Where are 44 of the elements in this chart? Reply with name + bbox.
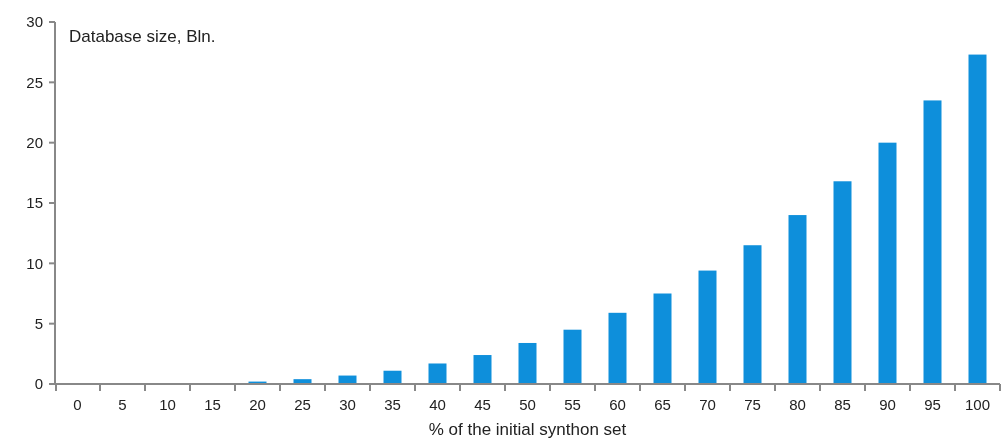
- bar: [833, 181, 852, 384]
- bar: [518, 342, 537, 384]
- y-tick-label: 5: [34, 314, 43, 332]
- x-tick-label: 25: [294, 396, 311, 413]
- y-tick-label: 10: [26, 254, 43, 272]
- x-tick-label: 70: [699, 396, 716, 413]
- x-tick-label: 15: [204, 396, 221, 413]
- bar: [743, 245, 762, 384]
- bar: [428, 363, 447, 384]
- y-tick-label: 20: [26, 133, 43, 151]
- y-tick-label: 30: [26, 13, 43, 31]
- bar: [608, 312, 627, 384]
- x-axis-title: % of the initial synthon set: [428, 420, 627, 439]
- bar: [473, 355, 492, 384]
- x-tick-label: 80: [789, 396, 806, 413]
- x-tick-label: 95: [924, 396, 941, 413]
- bar: [563, 329, 582, 384]
- y-tick-label: 15: [26, 194, 43, 212]
- x-tick-label: 10: [159, 396, 176, 413]
- bar: [923, 100, 942, 384]
- bar: [878, 142, 897, 384]
- x-tick-label: 100: [964, 396, 991, 413]
- x-tick-label: 40: [429, 396, 446, 413]
- x-tick-label: 45: [474, 396, 491, 413]
- x-tick-label: 5: [118, 396, 127, 413]
- x-tick-label: 90: [879, 396, 896, 413]
- x-tick-label: 35: [384, 396, 401, 413]
- bar: [968, 54, 987, 384]
- x-tick-label: 50: [519, 396, 536, 413]
- x-tick-label: 20: [249, 396, 266, 413]
- x-tick-label: 0: [73, 396, 82, 413]
- bar: [788, 215, 807, 384]
- x-tick-label: 55: [564, 396, 581, 413]
- bar: [653, 293, 672, 384]
- x-tick-label: 65: [654, 396, 671, 413]
- x-tick-label: 60: [609, 396, 626, 413]
- bar: [383, 370, 402, 384]
- x-tick-label: 30: [339, 396, 356, 413]
- bar: [698, 270, 717, 384]
- x-tick-label: 85: [834, 396, 851, 413]
- y-axis-title: Database size, Bln.: [69, 27, 216, 46]
- x-tick-label: 75: [744, 396, 761, 413]
- y-tick-label: 25: [26, 73, 43, 91]
- y-tick-label: 0: [34, 375, 43, 393]
